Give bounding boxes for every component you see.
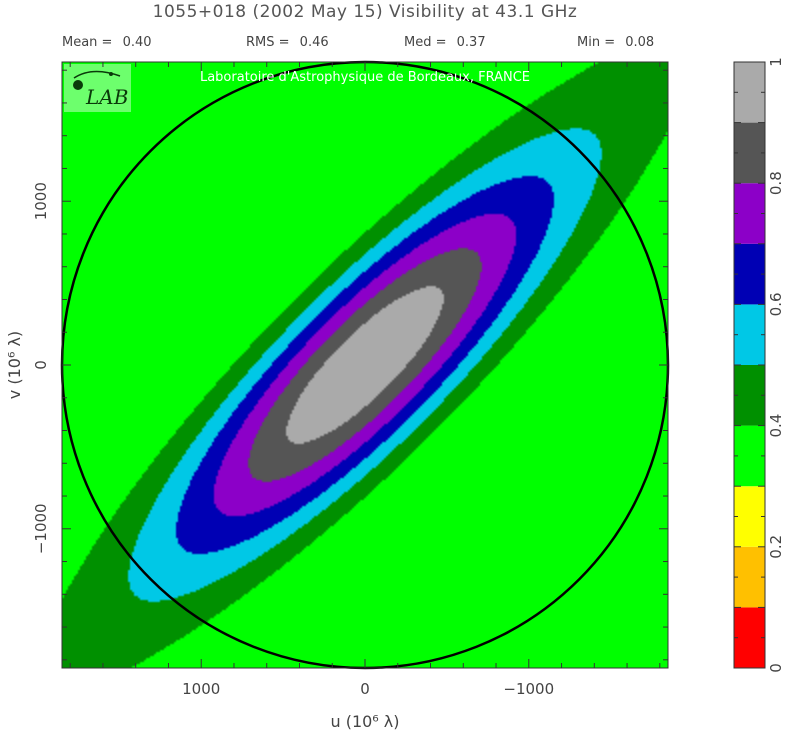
- logo-planet-icon: [73, 80, 83, 90]
- x-tick-label: 0: [360, 680, 370, 698]
- stat-rms-label: RMS =: [246, 35, 290, 50]
- watermark-text: Laboratoire d'Astrophysique de Bordeaux,…: [200, 70, 530, 85]
- colorbar-band: [734, 62, 765, 123]
- stat-mean-value: 0.40: [122, 35, 152, 50]
- y-tick-label: −1000: [32, 503, 50, 554]
- y-tick-label: 0: [32, 360, 50, 370]
- colorbar: [734, 62, 765, 668]
- stat-min-value: 0.08: [625, 35, 655, 50]
- colorbar-band: [734, 122, 765, 184]
- colorbar-tick-label: 0.8: [767, 171, 785, 195]
- colorbar-tick-label: 0: [767, 663, 785, 673]
- stat-min: Min = 0.08: [577, 35, 654, 50]
- stat-median-value: 0.37: [456, 35, 486, 50]
- logo-text: LAB: [85, 85, 128, 109]
- x-axis-ticks: 1000 0 −1000: [69, 62, 661, 698]
- lab-logo: LAB: [64, 64, 131, 112]
- y-axis-label: v (10⁶ λ): [5, 331, 24, 399]
- colorbar-ticks: 0 0.2 0.4 0.6 0.8 1: [734, 57, 785, 673]
- y-axis-ticks: −1000 0 1000: [32, 69, 668, 661]
- y-tick-label: 1000: [32, 182, 50, 220]
- heatmap-raster: [62, 62, 668, 668]
- stat-rms-value: 0.46: [299, 35, 329, 50]
- heatmap-image: [62, 62, 668, 668]
- colorbar-band: [734, 425, 765, 487]
- colorbar-band: [734, 486, 765, 547]
- colorbar-band: [734, 183, 765, 244]
- colorbar-band: [734, 304, 765, 365]
- colorbar-tick-label: 0.4: [767, 414, 785, 438]
- stat-mean-label: Mean =: [62, 35, 113, 50]
- colorbar-band: [734, 546, 765, 608]
- chart-title: 1055+018 (2002 May 15) Visibility at 43.…: [152, 2, 578, 22]
- x-tick-label: 1000: [182, 680, 220, 698]
- stat-mean: Mean = 0.40: [62, 35, 152, 50]
- colorbar-band: [734, 243, 765, 305]
- stat-median: Med = 0.37: [404, 35, 486, 50]
- colorbar-band: [734, 607, 765, 668]
- logo-star-icon: [109, 72, 113, 76]
- logo-orbit-icon: [73, 70, 121, 79]
- stat-median-label: Med =: [404, 35, 447, 50]
- colorbar-tick-label: 0.2: [767, 535, 785, 559]
- colorbar-tick-label: 1: [767, 57, 785, 67]
- colorbar-tick-label: 0.6: [767, 292, 785, 316]
- x-axis-label: u (10⁶ λ): [330, 712, 399, 731]
- colorbar-band: [734, 365, 765, 426]
- x-tick-label: −1000: [503, 680, 554, 698]
- stat-min-label: Min =: [577, 35, 616, 50]
- stat-rms: RMS = 0.46: [246, 35, 329, 50]
